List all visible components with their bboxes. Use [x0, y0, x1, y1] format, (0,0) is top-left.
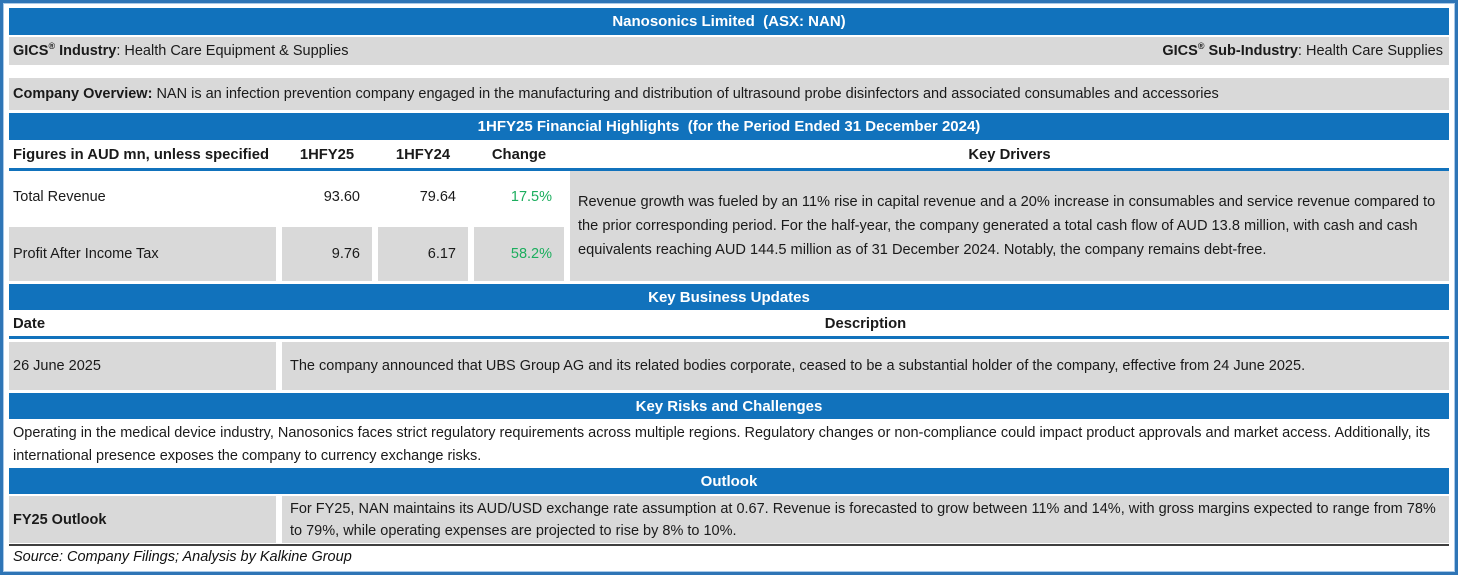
gics-sub-industry-value: : Health Care Supplies — [1297, 43, 1443, 59]
outlook-title: Outlook — [700, 472, 758, 490]
source-note: Source: Company Filings; Analysis by Kal… — [9, 544, 1449, 565]
gics-reg-mark: ® — [48, 41, 56, 52]
outlook-label: FY25 Outlook — [9, 496, 276, 543]
key-drivers-text: Revenue growth was fueled by an 11% rise… — [570, 171, 1449, 281]
table-row: FY25 Outlook For FY25, NAN maintains its… — [9, 496, 1449, 543]
metric-current-value: 9.76 — [282, 227, 372, 281]
metric-change-value: 17.5% — [510, 189, 552, 205]
gics-sub-industry-label: Sub-Industry — [1204, 43, 1298, 59]
business-updates-header: Date Description — [9, 312, 1449, 339]
column-header-date: Date — [13, 316, 46, 332]
update-date: 26 June 2025 — [9, 342, 276, 390]
table-row: Total Revenue 93.60 79.64 17.5% — [9, 171, 564, 223]
financial-highlights-title: 1HFY25 Financial Highlights (for the Per… — [477, 118, 981, 135]
risks-bar: Key Risks and Challenges — [9, 393, 1449, 419]
financial-table-header: Figures in AUD mn, unless specified 1HFY… — [9, 142, 1449, 171]
outlook-bar: Outlook — [9, 468, 1449, 494]
column-header-key-drivers: Key Drivers — [968, 147, 1051, 163]
metric-name: Profit After Income Tax — [9, 227, 276, 281]
gics-row: GICS® Industry: Health Care Equipment & … — [9, 37, 1449, 65]
company-title: Nanosonics Limited (ASX: NAN) — [612, 13, 846, 30]
company-overview-row: Company Overview: NAN is an infection pr… — [9, 78, 1449, 110]
gics-industry-value: : Health Care Equipment & Supplies — [116, 43, 349, 59]
column-header-label: Figures in AUD mn, unless specified — [13, 147, 269, 163]
company-title-bar: Nanosonics Limited (ASX: NAN) — [9, 8, 1449, 35]
gics-industry-label: Industry — [55, 43, 117, 59]
report-page-inner: Nanosonics Limited (ASX: NAN) GICS® Indu… — [3, 3, 1455, 572]
table-row: 26 June 2025 The company announced that … — [9, 342, 1449, 390]
table-row: Profit After Income Tax 9.76 6.17 58.2% — [9, 227, 564, 281]
gics-sub-industry: GICS® Sub-Industry: Health Care Supplies — [1162, 41, 1443, 59]
business-updates-bar: Key Business Updates — [9, 284, 1449, 310]
financial-highlights-bar: 1HFY25 Financial Highlights (for the Per… — [9, 113, 1449, 140]
gics-sub-reg-mark: ® — [1197, 41, 1205, 52]
company-overview-text: NAN is an infection prevention company e… — [152, 86, 1219, 102]
risks-text: Operating in the medical device industry… — [13, 425, 1431, 464]
metric-current-value: 93.60 — [323, 189, 360, 205]
company-overview-text-wrap: Company Overview: NAN is an infection pr… — [13, 86, 1219, 102]
risks-title: Key Risks and Challenges — [635, 397, 823, 415]
gics-sub-industry-brand: GICS — [1162, 43, 1198, 59]
metric-change-value: 58.2% — [474, 227, 564, 281]
column-header-change: Change — [491, 147, 547, 163]
gics-industry: GICS® Industry: Health Care Equipment & … — [13, 41, 349, 59]
financial-table-body: Total Revenue 93.60 79.64 17.5% Profit A… — [9, 171, 1449, 281]
column-header-1hfy24: 1HFY24 — [395, 147, 451, 163]
metric-name: Total Revenue — [13, 189, 106, 205]
business-updates-title: Key Business Updates — [648, 288, 810, 306]
update-description: The company announced that UBS Group AG … — [282, 342, 1449, 390]
metric-prior-value: 6.17 — [378, 227, 468, 281]
company-overview-label: Company Overview: — [13, 86, 153, 102]
column-header-description: Description — [824, 316, 907, 332]
metric-prior-value: 79.64 — [419, 189, 456, 205]
gics-industry-brand: GICS — [13, 43, 49, 59]
column-header-1hfy25: 1HFY25 — [299, 147, 355, 163]
financial-table-left: Total Revenue 93.60 79.64 17.5% Profit A… — [9, 171, 564, 281]
outlook-text: For FY25, NAN maintains its AUD/USD exch… — [282, 496, 1449, 543]
